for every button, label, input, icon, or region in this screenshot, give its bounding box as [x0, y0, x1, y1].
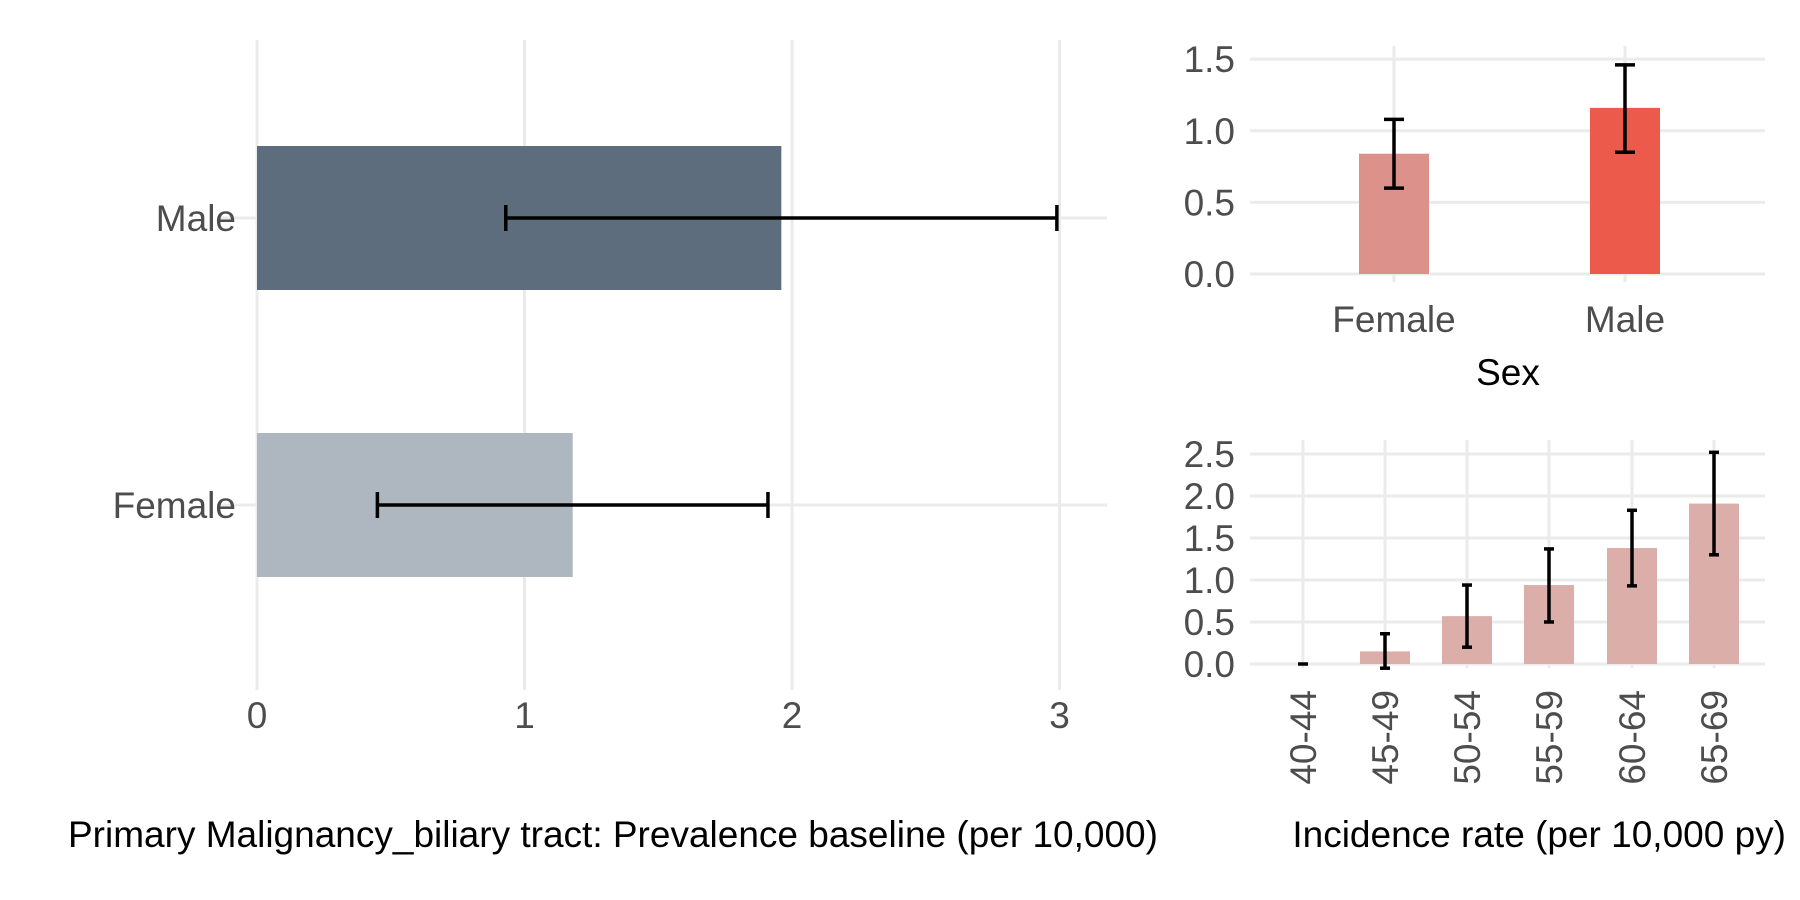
- y-tick-label: 2.0: [1184, 476, 1235, 517]
- x-tick-label: Male: [1585, 299, 1665, 340]
- x-axis-title: Primary Malignancy_biliary tract: Preval…: [68, 814, 1158, 855]
- y-tick-label: 1.5: [1184, 39, 1235, 80]
- incidence-by-age-panel: 0.00.51.01.52.02.5 40-44 45-49 50-54 55-59 60…: [1184, 434, 1786, 855]
- x-tick-label: 40-44: [1283, 690, 1324, 785]
- y-tick-label: 0.0: [1184, 644, 1235, 685]
- y-tick-label: 0.0: [1184, 254, 1235, 295]
- incidence-by-sex-panel: 0.0 0.5 1.0 1.5 Female Male Sex: [1184, 39, 1765, 393]
- x-tick-label: 60-64: [1612, 690, 1653, 785]
- y-tick-label: 0.5: [1184, 182, 1235, 223]
- x-tick-label: 1: [514, 695, 535, 736]
- y-tick-label: 1.0: [1184, 111, 1235, 152]
- prevalence-panel: 0 1 2 3 Female Male Primary Malignancy_biliary…: [68, 40, 1158, 855]
- y-tick-label: Male: [156, 198, 236, 239]
- x-axis-title: Incidence rate (per 10,000 py): [1292, 814, 1786, 855]
- x-tick-label: Female: [1332, 299, 1455, 340]
- x-tick-label: 45-49: [1365, 690, 1406, 785]
- x-tick-label: 0: [247, 695, 268, 736]
- x-tick-label: 2: [782, 695, 803, 736]
- x-tick-label: 50-54: [1447, 690, 1488, 785]
- x-tick-label: 65-69: [1694, 690, 1735, 785]
- x-tick-label: 3: [1049, 695, 1070, 736]
- y-tick-label: 0.5: [1184, 602, 1235, 643]
- y-tick-label: 2.5: [1184, 434, 1235, 475]
- y-tick-label: Female: [113, 485, 236, 526]
- y-tick-label: 1.0: [1184, 560, 1235, 601]
- x-axis-title: Sex: [1476, 352, 1540, 393]
- x-tick-label: 55-59: [1529, 690, 1570, 785]
- y-tick-label: 1.5: [1184, 518, 1235, 559]
